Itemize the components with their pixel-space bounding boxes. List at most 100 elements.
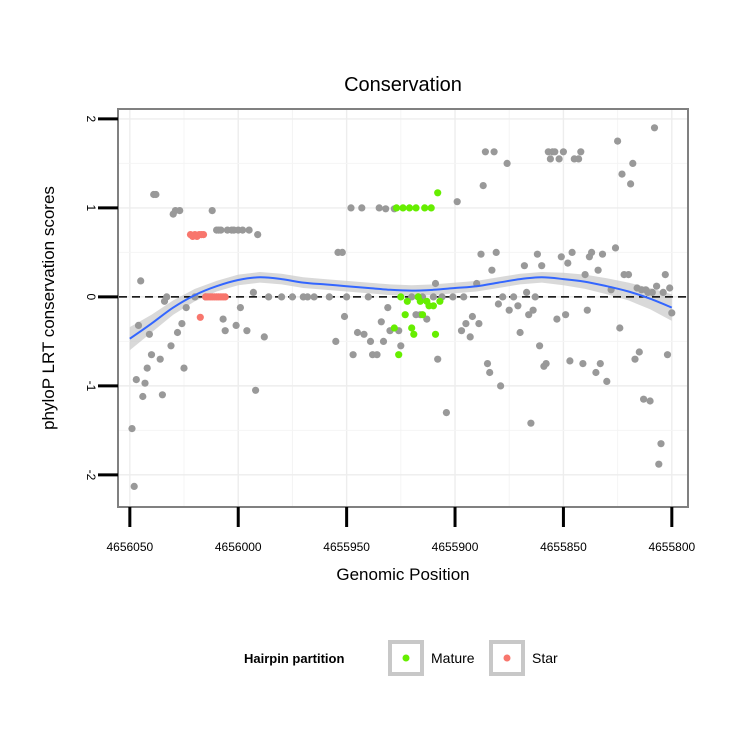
y-tick-label: 2: [84, 116, 98, 123]
data-point: [562, 311, 570, 319]
legend-label-star: Star: [532, 650, 558, 666]
data-point: [557, 253, 565, 261]
data-point: [555, 155, 563, 163]
data-point: [598, 250, 607, 258]
data-point: [499, 293, 507, 301]
data-point: [449, 293, 457, 301]
data-point: [568, 248, 576, 256]
data-point: [579, 360, 587, 368]
data-point: [533, 250, 542, 258]
data-point: [304, 293, 312, 301]
data-point: [141, 379, 149, 387]
data-point: [668, 309, 676, 317]
data-point: [466, 333, 474, 341]
legend-entry-mature: Mature: [388, 640, 475, 676]
data-point: [462, 320, 470, 328]
data-point: [358, 204, 366, 212]
data-point: [442, 409, 450, 417]
legend-key-mature: [388, 640, 424, 676]
data-point: [646, 397, 654, 405]
data-point: [460, 293, 468, 301]
data-point: [566, 357, 574, 365]
data-point: [366, 337, 375, 345]
data-point-mature: [434, 189, 442, 197]
data-point: [583, 306, 591, 314]
data-point-mature: [421, 204, 429, 212]
data-point: [325, 293, 333, 301]
data-point: [156, 355, 164, 363]
data-point-mature: [408, 324, 416, 332]
data-point-mature: [410, 330, 418, 338]
data-point-mature: [405, 204, 414, 212]
data-point: [618, 170, 626, 178]
data-point: [453, 198, 461, 206]
data-point: [178, 320, 186, 328]
data-point-mature: [395, 351, 403, 359]
data-point-mature: [399, 204, 407, 212]
data-point: [163, 293, 171, 301]
data-point: [384, 304, 392, 312]
data-point: [134, 321, 143, 329]
data-point: [575, 155, 583, 163]
y-axis-label: phyloP LRT conservation scores: [39, 186, 58, 430]
data-point: [128, 425, 136, 433]
x-tick-label: 4656050: [106, 540, 153, 554]
data-point: [611, 244, 620, 252]
data-point-mature: [431, 330, 440, 338]
data-point: [520, 262, 529, 270]
legend: Hairpin partition Mature Star: [244, 640, 558, 676]
data-point-mature: [401, 311, 409, 319]
data-point: [529, 306, 537, 314]
data-point: [379, 337, 388, 345]
data-point-mature: [416, 297, 424, 305]
legend-marker-mature: [402, 654, 410, 662]
data-point: [661, 271, 669, 279]
data-point: [627, 180, 635, 188]
data-point: [527, 419, 535, 427]
data-point: [514, 302, 522, 310]
data-point: [596, 360, 604, 368]
data-point: [655, 460, 663, 468]
data-point: [139, 392, 147, 401]
data-point: [486, 368, 494, 377]
x-axis-label: Genomic Position: [336, 565, 469, 584]
data-point: [423, 315, 431, 323]
x-tick-label: 4655850: [540, 540, 587, 554]
data-point: [525, 311, 533, 319]
data-point: [624, 271, 633, 279]
legend-entry-star: Star: [489, 640, 558, 676]
data-point: [349, 351, 357, 359]
data-point: [594, 266, 602, 274]
data-point: [208, 207, 216, 215]
data-point: [479, 182, 487, 190]
data-point: [429, 293, 437, 301]
data-point: [243, 327, 251, 335]
data-point: [516, 328, 524, 337]
data-point-star: [196, 313, 204, 321]
data-point-mature: [436, 297, 444, 305]
data-point: [488, 266, 496, 274]
data-point: [631, 355, 639, 363]
data-point: [564, 259, 572, 267]
data-point: [382, 205, 390, 213]
data-point: [143, 364, 151, 372]
data-point: [353, 328, 362, 337]
data-point: [494, 300, 502, 308]
data-point: [137, 277, 145, 285]
data-point: [659, 288, 667, 296]
data-point-mature: [397, 293, 405, 301]
data-point: [310, 293, 318, 301]
points-layer: [128, 124, 676, 490]
data-point: [653, 282, 661, 290]
data-point: [666, 284, 674, 292]
y-tick-label: -1: [84, 381, 98, 392]
data-point: [475, 320, 483, 328]
data-point: [588, 248, 596, 256]
data-point: [551, 148, 559, 156]
data-point: [523, 288, 531, 296]
data-point: [536, 342, 544, 350]
data-point: [145, 330, 153, 338]
data-point: [640, 395, 648, 403]
data-point: [288, 293, 296, 301]
